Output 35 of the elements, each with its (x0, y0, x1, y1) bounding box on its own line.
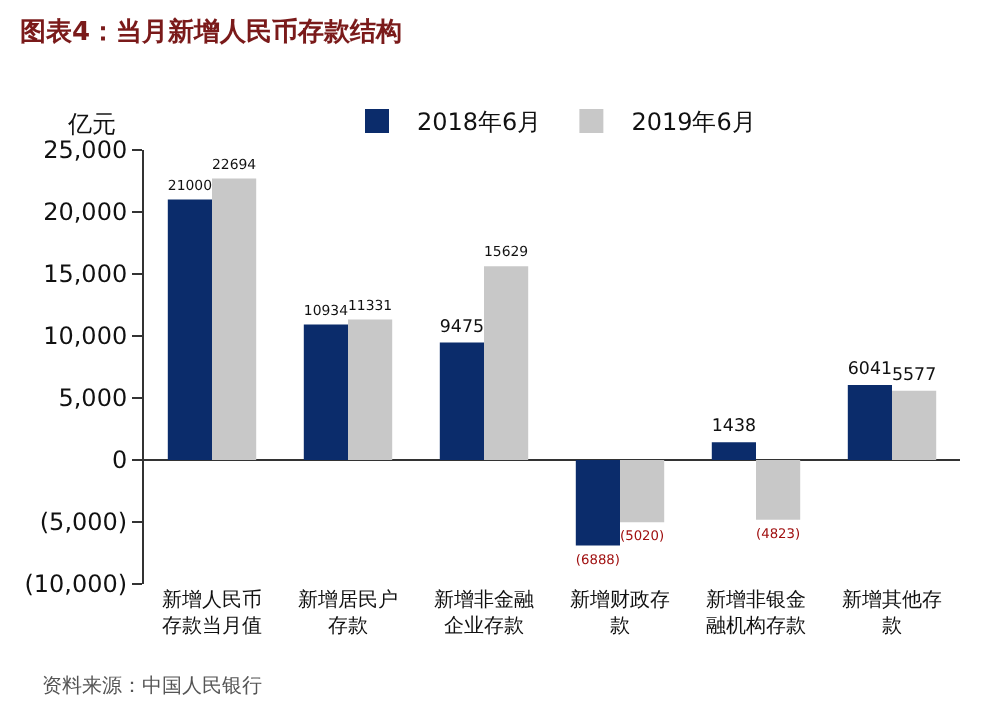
data-label: 9475 (439, 317, 484, 338)
bar (575, 460, 620, 546)
bar (711, 442, 756, 460)
data-label: 1438 (711, 417, 756, 438)
chart-title: 图表4：当月新增人民币存款结构 (20, 15, 403, 48)
y-tick-label: 15,000 (43, 260, 128, 289)
bar (847, 385, 892, 460)
data-label: 6041 (847, 360, 892, 381)
bar (348, 319, 393, 460)
bar (484, 266, 529, 460)
y-tick-label: 10,000 (43, 322, 128, 351)
y-tick-label: 20,000 (43, 198, 128, 227)
x-tick-label: 新增非金融企业存款 (434, 588, 534, 638)
bar (439, 342, 484, 460)
y-tick-label: 5,000 (58, 384, 128, 413)
bar (620, 460, 665, 523)
bar (212, 178, 257, 460)
bar (167, 199, 212, 460)
legend-label: 2019年6月 (631, 108, 756, 137)
x-tick-label: 新增财政存款 (570, 588, 670, 638)
data-label: 5577 (892, 366, 937, 387)
x-tick-label: 新增其他存款 (842, 588, 942, 638)
y-tick-label: (10,000) (24, 570, 128, 599)
bar (756, 460, 801, 520)
y-tick-label: 0 (111, 446, 128, 475)
x-tick-label: 新增非银金融机构存款 (706, 588, 806, 638)
x-tick-label: 新增人民币存款当月值 (162, 588, 262, 638)
text: 资料来源：中国人民银行 (42, 674, 262, 698)
y-tick-label: (5,000) (39, 508, 128, 537)
y-axis-title: 亿元 (66, 110, 116, 138)
legend-label: 2018年6月 (417, 108, 542, 137)
bar (303, 324, 348, 460)
bar (892, 390, 937, 460)
x-tick-label: 新增居民户存款 (298, 588, 398, 638)
y-tick-label: 25,000 (43, 136, 128, 165)
